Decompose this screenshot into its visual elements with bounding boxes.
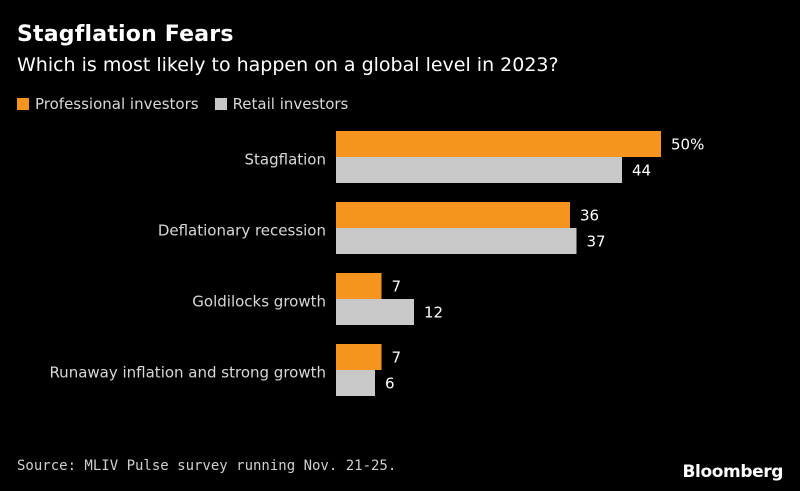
category-label-deflationary-recession: Deflationary recession: [158, 222, 326, 240]
bar-professional-investors-runaway-inflation-and-strong-growth: [336, 344, 382, 370]
value-label-professional-investors-goldilocks-growth: 7: [392, 278, 402, 296]
bar-professional-investors-stagflation: [336, 131, 661, 157]
value-label-professional-investors-stagflation: 50%: [671, 136, 704, 154]
category-label-stagflation: Stagflation: [245, 151, 327, 169]
bar-retail-investors-stagflation: [336, 157, 622, 183]
bar-professional-investors-deflationary-recession: [336, 202, 570, 228]
chart-subtitle: Which is most likely to happen on a glob…: [17, 54, 559, 76]
bar-retail-investors-goldilocks-growth: [336, 299, 414, 325]
source-note: Source: MLIV Pulse survey running Nov. 2…: [17, 458, 397, 474]
legend-label-retail: Retail investors: [232, 95, 349, 113]
value-label-retail-investors-stagflation: 44: [632, 162, 651, 180]
bar-retail-investors-deflationary-recession: [336, 228, 577, 254]
category-label-runaway-inflation-and-strong-growth: Runaway inflation and strong growth: [49, 364, 326, 382]
bloomberg-logo: Bloomberg: [682, 462, 783, 482]
value-label-professional-investors-runaway-inflation-and-strong-growth: 7: [392, 349, 402, 367]
chart-title: Stagflation Fears: [17, 22, 234, 47]
legend: Professional investors Retail investors: [17, 95, 364, 113]
legend-label-professional: Professional investors: [35, 95, 199, 113]
legend-swatch-professional: [17, 98, 29, 110]
legend-swatch-retail: [214, 98, 227, 110]
bar-professional-investors-goldilocks-growth: [336, 273, 382, 299]
category-label-goldilocks-growth: Goldilocks growth: [192, 293, 326, 311]
legend-item-retail: Retail investors: [214, 95, 349, 113]
bar-retail-investors-runaway-inflation-and-strong-growth: [336, 370, 375, 396]
value-label-professional-investors-deflationary-recession: 36: [580, 207, 599, 225]
value-label-retail-investors-deflationary-recession: 37: [587, 233, 606, 251]
legend-item-professional: Professional investors: [17, 95, 199, 113]
value-label-retail-investors-runaway-inflation-and-strong-growth: 6: [385, 375, 395, 393]
value-label-retail-investors-goldilocks-growth: 12: [424, 304, 443, 322]
